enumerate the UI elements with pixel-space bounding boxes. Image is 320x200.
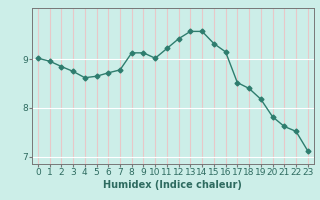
X-axis label: Humidex (Indice chaleur): Humidex (Indice chaleur) [103,180,242,190]
